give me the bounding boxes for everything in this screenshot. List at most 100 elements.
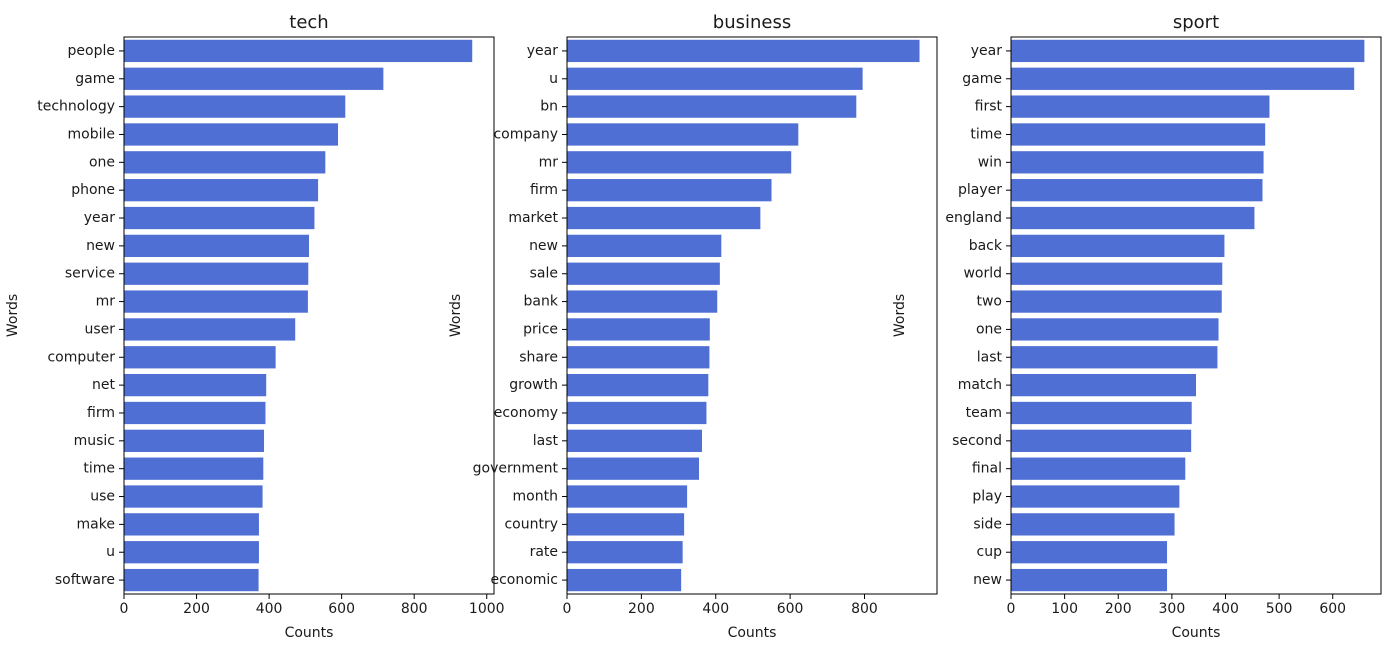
x-tick-label: 200 (1105, 601, 1132, 617)
y-tick-label: win (978, 154, 1002, 170)
bar-use (124, 485, 263, 508)
bar-technology (124, 95, 346, 118)
bar-month (567, 485, 688, 508)
bar-firm (124, 401, 266, 425)
bar-bank (567, 290, 718, 313)
bar-people (124, 39, 473, 63)
bar-england (1011, 206, 1255, 230)
bar-final (1011, 457, 1186, 480)
y-tick-label: make (77, 516, 115, 532)
bar-one (1011, 318, 1219, 341)
y-tick-label: people (68, 43, 115, 59)
bar-year (124, 206, 315, 230)
y-tick-label: growth (509, 377, 558, 393)
y-tick-label: company (493, 126, 558, 142)
y-tick-label: user (84, 321, 115, 337)
y-tick-label: year (84, 210, 115, 226)
y-tick-label: year (971, 43, 1002, 59)
y-tick-label: england (945, 210, 1002, 226)
y-tick-label: year (527, 43, 558, 59)
chart-title: business (713, 12, 791, 33)
x-tick-label: 400 (256, 601, 283, 617)
y-tick-label: share (519, 349, 558, 365)
y-tick-label: back (969, 238, 1003, 254)
y-tick-label: government (473, 461, 559, 477)
y-tick-label: world (963, 266, 1002, 282)
y-tick-label: last (533, 433, 559, 449)
bar-cup (1011, 541, 1168, 564)
x-tick-label: 800 (851, 601, 878, 617)
y-tick-label: mr (96, 294, 116, 310)
x-tick-label: 300 (1159, 601, 1186, 617)
y-axis-label: Words (892, 294, 908, 337)
x-tick-label: 200 (628, 601, 655, 617)
y-tick-label: use (90, 489, 115, 505)
bar-second (1011, 429, 1192, 452)
bar-two (1011, 290, 1222, 313)
bar-time (1011, 123, 1266, 146)
bar-country (567, 513, 685, 536)
y-tick-label: player (958, 182, 1002, 198)
bar-last (1011, 346, 1218, 369)
y-tick-label: mobile (68, 126, 115, 142)
y-tick-label: firm (87, 405, 115, 421)
bar-u (124, 541, 259, 564)
y-tick-label: final (972, 461, 1002, 477)
bar-service (124, 262, 309, 285)
x-axis-label: Counts (1172, 625, 1221, 641)
x-tick-label: 800 (401, 601, 428, 617)
y-tick-label: new (973, 572, 1002, 588)
bar-back (1011, 234, 1225, 258)
bar-share (567, 346, 710, 369)
x-tick-label: 0 (120, 601, 129, 617)
bar-mr (124, 290, 308, 313)
x-tick-label: 600 (777, 601, 804, 617)
y-tick-label: match (958, 377, 1002, 393)
y-tick-label: bank (524, 294, 559, 310)
bar-mr (567, 151, 792, 174)
y-tick-label: side (973, 516, 1002, 532)
bar-company (567, 123, 799, 146)
y-tick-label: bn (540, 99, 558, 115)
y-tick-label: software (55, 572, 115, 588)
bar-mobile (124, 123, 339, 146)
bar-computer (124, 346, 276, 369)
bar-sale (567, 262, 720, 285)
bar-economic (567, 568, 682, 592)
bar-rate (567, 541, 683, 564)
x-tick-label: 600 (1319, 601, 1346, 617)
y-tick-label: play (972, 489, 1002, 505)
y-axis-label: Words (448, 294, 464, 337)
plot-frame (1010, 36, 1382, 595)
bar-world (1011, 262, 1223, 285)
y-tick-label: market (508, 210, 558, 226)
bar-government (567, 457, 700, 480)
x-tick-label: 1000 (469, 601, 505, 617)
bar-match (1011, 373, 1196, 397)
bar-u (567, 67, 863, 90)
bar-game (124, 67, 384, 90)
bar-make (124, 513, 259, 536)
bar-play (1011, 485, 1180, 508)
x-tick-label: 600 (328, 601, 355, 617)
y-tick-label: sale (530, 266, 558, 282)
y-tick-label: game (75, 71, 115, 87)
y-tick-label: service (65, 266, 115, 282)
y-tick-label: team (966, 405, 1002, 421)
y-tick-label: phone (71, 182, 115, 198)
bar-firm (567, 179, 772, 202)
bar-price (567, 318, 710, 341)
x-tick-label: 400 (702, 601, 729, 617)
bar-player (1011, 179, 1263, 202)
bar-new (567, 234, 722, 258)
y-tick-label: new (529, 238, 558, 254)
x-tick-label: 400 (1212, 601, 1239, 617)
y-tick-label: new (86, 238, 115, 254)
bar-year (567, 39, 920, 63)
bar-phone (124, 179, 319, 202)
x-tick-label: 0 (563, 601, 572, 617)
bar-team (1011, 401, 1192, 425)
y-tick-label: one (976, 321, 1002, 337)
y-tick-label: price (523, 321, 558, 337)
